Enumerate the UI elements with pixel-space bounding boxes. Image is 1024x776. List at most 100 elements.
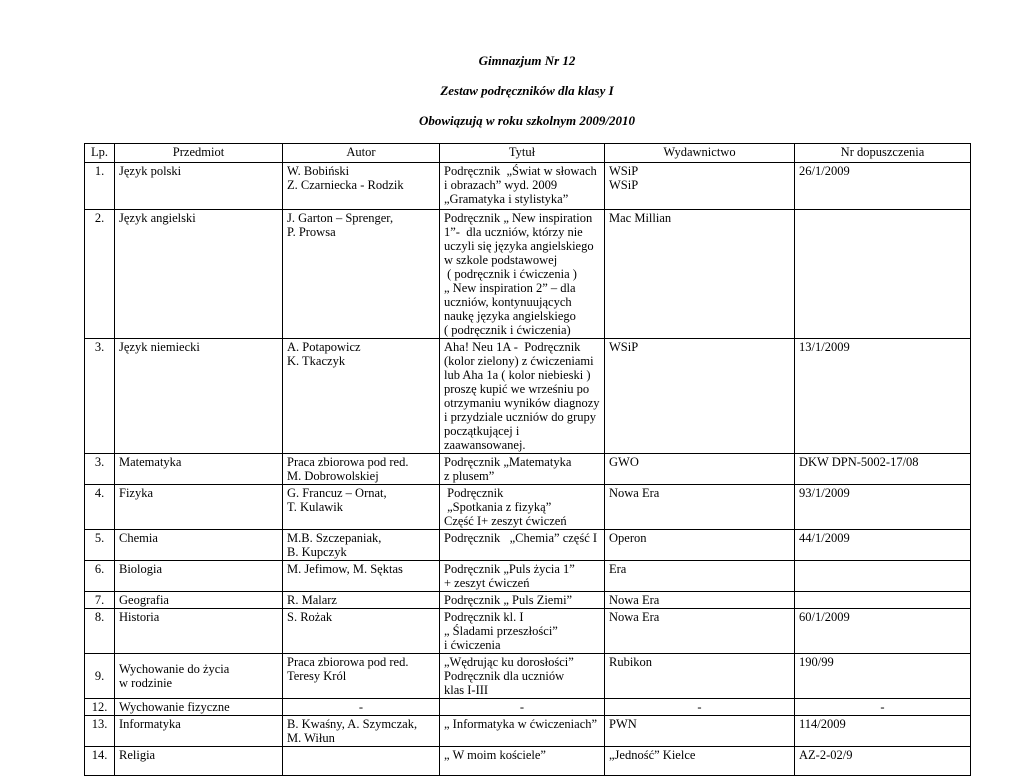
- cell-autor: [282, 746, 440, 776]
- table-header-row: Lp. Przedmiot Autor Tytuł Wydawnictwo Nr…: [84, 143, 971, 163]
- cell-nr: [794, 591, 971, 609]
- document-title-line-1: Gimnazjum Nr 12: [478, 53, 576, 68]
- cell-przedmiot: Biologia: [114, 560, 283, 592]
- cell-autor: S. Rożak: [282, 608, 440, 654]
- table-row: 13. Informatyka B. Kwaśny, A. Szymczak, M.…: [84, 715, 971, 747]
- table-row: 14. Religia „ W moim kościele” „Jedność” Ki…: [84, 746, 971, 776]
- cell-wydawnictwo: Mac Millian: [604, 209, 795, 339]
- cell-przedmiot: Matematyka: [114, 453, 283, 485]
- cell-przedmiot: Język angielski: [114, 209, 283, 339]
- cell-wydawnictwo: WSiP: [604, 338, 795, 454]
- cell-lp: 8.: [84, 608, 115, 654]
- cell-przedmiot: Wychowanie do życia w rodzinie: [114, 653, 283, 699]
- cell-lp: 3.: [84, 338, 115, 454]
- textbook-table: Lp. Przedmiot Autor Tytuł Wydawnictwo Nr…: [84, 143, 971, 776]
- column-header-wydawnictwo: Wydawnictwo: [604, 143, 795, 163]
- cell-autor: M.B. Szczepaniak, B. Kupczyk: [282, 529, 440, 561]
- cell-przedmiot: Język niemiecki: [114, 338, 283, 454]
- cell-tytul: Podręcznik „Spotkania z fizyką” Część I+…: [439, 484, 605, 530]
- document-title: Gimnazjum Nr 12 Zestaw podręczników dla …: [84, 38, 970, 143]
- cell-autor: G. Francuz – Ornat, T. Kulawik: [282, 484, 440, 530]
- cell-tytul: -: [439, 698, 605, 716]
- cell-tytul: Podręcznik kl. I „ Śladami przeszłości” …: [439, 608, 605, 654]
- cell-nr: 190/99: [794, 653, 971, 699]
- table-body: 1. Język polski W. Bobiński Z. Czarniecka …: [84, 162, 971, 776]
- document-page: { "page": { "title_lines": [ "Gimnazjum …: [84, 53, 971, 776]
- cell-autor: Praca zbiorowa pod red. M. Dobrowolskiej: [282, 453, 440, 485]
- cell-lp: 3.: [84, 453, 115, 485]
- cell-przedmiot: Religia: [114, 746, 283, 776]
- cell-przedmiot: Język polski: [114, 162, 283, 210]
- table-row: 3. Język niemiecki A. Potapowicz K. Tkaczy…: [84, 338, 971, 454]
- cell-wydawnictwo: Nowa Era: [604, 484, 795, 530]
- cell-nr: 93/1/2009: [794, 484, 971, 530]
- cell-nr: 114/2009: [794, 715, 971, 747]
- cell-autor: W. Bobiński Z. Czarniecka - Rodzik: [282, 162, 440, 210]
- cell-nr: 13/1/2009: [794, 338, 971, 454]
- cell-tytul: Podręcznik „ New inspiration 1”- dla ucz…: [439, 209, 605, 339]
- cell-wydawnictwo: Rubikon: [604, 653, 795, 699]
- table-row: 9. Wychowanie do życia w rodzinie Praca zb…: [84, 653, 971, 699]
- cell-autor: Praca zbiorowa pod red. Teresy Król: [282, 653, 440, 699]
- cell-tytul: Podręcznik „ Puls Ziemi”: [439, 591, 605, 609]
- table-row: 8. Historia S. Rożak Podręcznik kl. I „ Śla…: [84, 608, 971, 654]
- column-header-nr-dopuszczenia: Nr dopuszczenia: [794, 143, 971, 163]
- cell-wydawnictwo: -: [604, 698, 795, 716]
- cell-lp: 6.: [84, 560, 115, 592]
- cell-lp: 1.: [84, 162, 115, 210]
- cell-nr: AZ-2-02/9: [794, 746, 971, 776]
- cell-autor: B. Kwaśny, A. Szymczak, M. Wiłun: [282, 715, 440, 747]
- table-row: 3. Matematyka Praca zbiorowa pod red. M. D…: [84, 453, 971, 485]
- cell-tytul: Aha! Neu 1A - Podręcznik (kolor zielony)…: [439, 338, 605, 454]
- cell-tytul: Podręcznik „Matematyka z plusem”: [439, 453, 605, 485]
- table-row: 12. Wychowanie fizyczne - - - -: [84, 698, 971, 716]
- document-title-line-2: Zestaw podręczników dla klasy I: [440, 83, 614, 98]
- column-header-lp: Lp.: [84, 143, 115, 163]
- table-row: 7. Geografia R. Malarz Podręcznik „ Puls Zi…: [84, 591, 971, 609]
- cell-przedmiot: Fizyka: [114, 484, 283, 530]
- cell-autor: -: [282, 698, 440, 716]
- cell-tytul: „ W moim kościele”: [439, 746, 605, 776]
- cell-przedmiot: Historia: [114, 608, 283, 654]
- cell-lp: 12.: [84, 698, 115, 716]
- cell-przedmiot: Wychowanie fizyczne: [114, 698, 283, 716]
- cell-lp: 2.: [84, 209, 115, 339]
- cell-wydawnictwo: „Jedność” Kielce: [604, 746, 795, 776]
- document-title-line-3: Obowiązują w roku szkolnym 2009/2010: [419, 113, 635, 128]
- table-row: 5. Chemia M.B. Szczepaniak, B. Kupczyk Podr…: [84, 529, 971, 561]
- cell-przedmiot: Informatyka: [114, 715, 283, 747]
- cell-tytul: „Wędrując ku dorosłości” Podręcznik dla …: [439, 653, 605, 699]
- cell-nr: 26/1/2009: [794, 162, 971, 210]
- cell-lp: 9.: [84, 653, 115, 699]
- table-head: Lp. Przedmiot Autor Tytuł Wydawnictwo Nr…: [84, 143, 971, 163]
- cell-nr: -: [794, 698, 971, 716]
- table-row: 6. Biologia M. Jefimow, M. Sęktas Podręczni…: [84, 560, 971, 592]
- cell-wydawnictwo: Nowa Era: [604, 591, 795, 609]
- cell-wydawnictwo: Operon: [604, 529, 795, 561]
- cell-nr: [794, 209, 971, 339]
- cell-lp: 4.: [84, 484, 115, 530]
- cell-nr: DKW DPN-5002-17/08: [794, 453, 971, 485]
- cell-przedmiot: Geografia: [114, 591, 283, 609]
- cell-tytul: „ Informatyka w ćwiczeniach”: [439, 715, 605, 747]
- cell-autor: M. Jefimow, M. Sęktas: [282, 560, 440, 592]
- cell-przedmiot: Chemia: [114, 529, 283, 561]
- cell-wydawnictwo: PWN: [604, 715, 795, 747]
- cell-nr: [794, 560, 971, 592]
- table-row: 2. Język angielski J. Garton – Sprenger, P…: [84, 209, 971, 339]
- column-header-tytul: Tytuł: [439, 143, 605, 163]
- cell-tytul: Podręcznik „Chemia” część I: [439, 529, 605, 561]
- cell-wydawnictwo: WSiP WSiP: [604, 162, 795, 210]
- cell-lp: 5.: [84, 529, 115, 561]
- cell-autor: A. Potapowicz K. Tkaczyk: [282, 338, 440, 454]
- cell-wydawnictwo: GWO: [604, 453, 795, 485]
- cell-lp: 14.: [84, 746, 115, 776]
- cell-wydawnictwo: Era: [604, 560, 795, 592]
- document-body: Gimnazjum Nr 12 Zestaw podręczników dla …: [84, 38, 971, 776]
- table-row: 4. Fizyka G. Francuz – Ornat, T. Kulawik P…: [84, 484, 971, 530]
- cell-tytul: Podręcznik „Puls życia 1” + zeszyt ćwicz…: [439, 560, 605, 592]
- cell-lp: 13.: [84, 715, 115, 747]
- cell-nr: 44/1/2009: [794, 529, 971, 561]
- cell-lp: 7.: [84, 591, 115, 609]
- cell-tytul: Podręcznik „Świat w słowach i obrazach” …: [439, 162, 605, 210]
